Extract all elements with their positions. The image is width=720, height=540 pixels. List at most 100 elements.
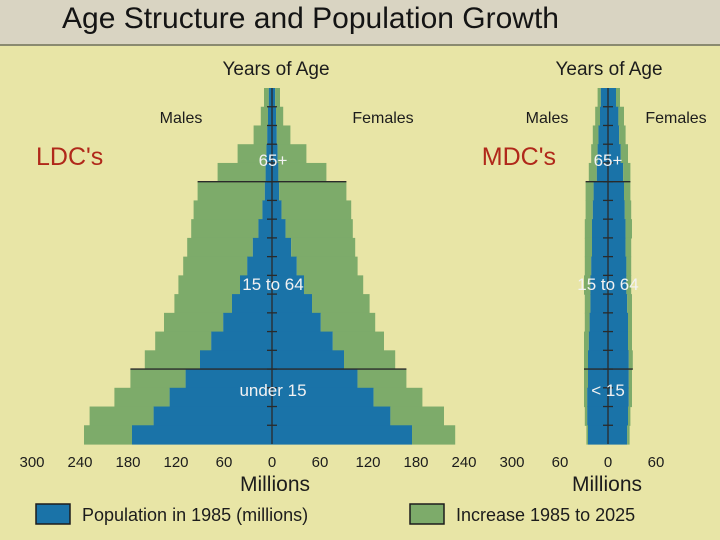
bar-increase-male xyxy=(584,256,592,276)
bar-increase-male xyxy=(164,312,224,333)
bar-population-male xyxy=(588,350,608,370)
bar-population-female xyxy=(272,425,412,445)
bar-population-male xyxy=(591,256,608,276)
bar-population-female xyxy=(608,331,628,351)
males-label: Males xyxy=(526,110,569,127)
bar-population-male xyxy=(587,406,608,426)
bar-population-female xyxy=(608,256,627,276)
bar-increase-female xyxy=(276,125,291,145)
bar-increase-male xyxy=(584,331,589,351)
bar-increase-female xyxy=(390,406,444,426)
bar-increase-female xyxy=(616,88,620,108)
bar-population-male xyxy=(169,387,272,408)
bar-increase-female xyxy=(291,237,356,258)
bar-population-male xyxy=(597,144,608,164)
bar-increase-female xyxy=(357,369,407,389)
pyramid-mdc xyxy=(584,88,633,445)
bar-population-male xyxy=(232,294,272,314)
bar-population-male xyxy=(587,387,608,408)
bar-increase-female xyxy=(624,181,631,202)
bar-population-female xyxy=(608,200,625,220)
x-tick-label: 0 xyxy=(604,454,612,471)
age-group-label: < 15 xyxy=(591,381,625,400)
bar-increase-female xyxy=(628,312,632,333)
bar-increase-female xyxy=(332,331,384,351)
bar-increase-male xyxy=(584,275,591,295)
bar-increase-female xyxy=(312,294,370,314)
bar-increase-female xyxy=(628,350,633,370)
bar-increase-male xyxy=(144,350,200,370)
males-label: Males xyxy=(160,110,203,127)
bar-increase-female xyxy=(296,256,358,276)
x-axis-label: Millions xyxy=(240,473,310,496)
bar-population-female xyxy=(608,162,624,183)
bar-population-female xyxy=(272,387,374,408)
bar-population-male xyxy=(258,219,272,239)
x-tick-label: 240 xyxy=(451,454,476,471)
bar-population-male xyxy=(211,331,272,351)
bar-population-male xyxy=(593,181,608,202)
age-group-label: 15 to 64 xyxy=(577,275,638,294)
age-axis-title: Years of Age xyxy=(222,59,329,80)
bar-increase-female xyxy=(304,275,364,295)
bar-increase-male xyxy=(197,181,265,202)
bar-population-female xyxy=(608,219,626,239)
bar-population-male xyxy=(268,106,272,127)
legend-label: Population in 1985 (millions) xyxy=(82,505,308,525)
bar-population-male xyxy=(588,331,608,351)
bar-increase-female xyxy=(285,219,353,239)
bar-increase-male xyxy=(586,425,588,445)
bar-increase-female xyxy=(344,350,396,370)
pyramid-ldc xyxy=(84,88,456,445)
bar-population-male xyxy=(588,425,608,445)
bar-population-male xyxy=(262,200,272,220)
bar-population-male xyxy=(592,200,608,220)
bar-increase-male xyxy=(237,144,267,164)
bar-increase-male xyxy=(264,88,269,108)
bar-increase-male xyxy=(130,369,186,389)
bar-population-female xyxy=(608,106,619,127)
bar-increase-female xyxy=(628,406,631,426)
bar-population-male xyxy=(590,275,608,295)
x-tick-label: 60 xyxy=(312,454,329,471)
bar-population-female xyxy=(272,406,391,426)
bar-population-female xyxy=(272,331,333,351)
age-group-label: 65+ xyxy=(259,151,288,170)
bar-population-male xyxy=(588,369,608,389)
bar-population-male xyxy=(592,237,608,258)
x-tick-label: 180 xyxy=(115,454,140,471)
bar-increase-female xyxy=(625,219,632,239)
bar-increase-male xyxy=(187,237,253,258)
bar-increase-female xyxy=(627,425,630,445)
bar-increase-male xyxy=(183,256,248,276)
bar-population-male xyxy=(247,256,272,276)
title-bar: Age Structure and Population Growth xyxy=(0,0,720,46)
bar-increase-male xyxy=(84,425,132,445)
bar-increase-male xyxy=(585,200,593,220)
x-tick-label: 120 xyxy=(355,454,380,471)
bar-population-female xyxy=(608,369,629,389)
bar-population-female xyxy=(272,275,304,295)
bar-population-female xyxy=(608,294,628,314)
bar-population-female xyxy=(272,237,292,258)
bar-increase-female xyxy=(628,369,632,389)
bar-increase-female xyxy=(628,331,632,351)
bar-increase-female xyxy=(278,162,327,183)
bar-increase-male xyxy=(178,275,240,295)
bar-increase-male xyxy=(588,162,597,183)
bar-population-male xyxy=(589,312,608,333)
bar-increase-female xyxy=(277,144,307,164)
females-label: Females xyxy=(645,110,706,127)
legend-swatch xyxy=(35,503,71,525)
bar-increase-male xyxy=(584,219,592,239)
bar-increase-female xyxy=(627,294,632,314)
bar-increase-male xyxy=(595,106,600,127)
bar-population-female xyxy=(608,88,616,108)
bar-population-male xyxy=(265,162,272,183)
x-tick-label: 60 xyxy=(648,454,665,471)
bar-population-male xyxy=(598,125,608,145)
bar-increase-male xyxy=(253,125,268,145)
bar-population-female xyxy=(272,219,286,239)
